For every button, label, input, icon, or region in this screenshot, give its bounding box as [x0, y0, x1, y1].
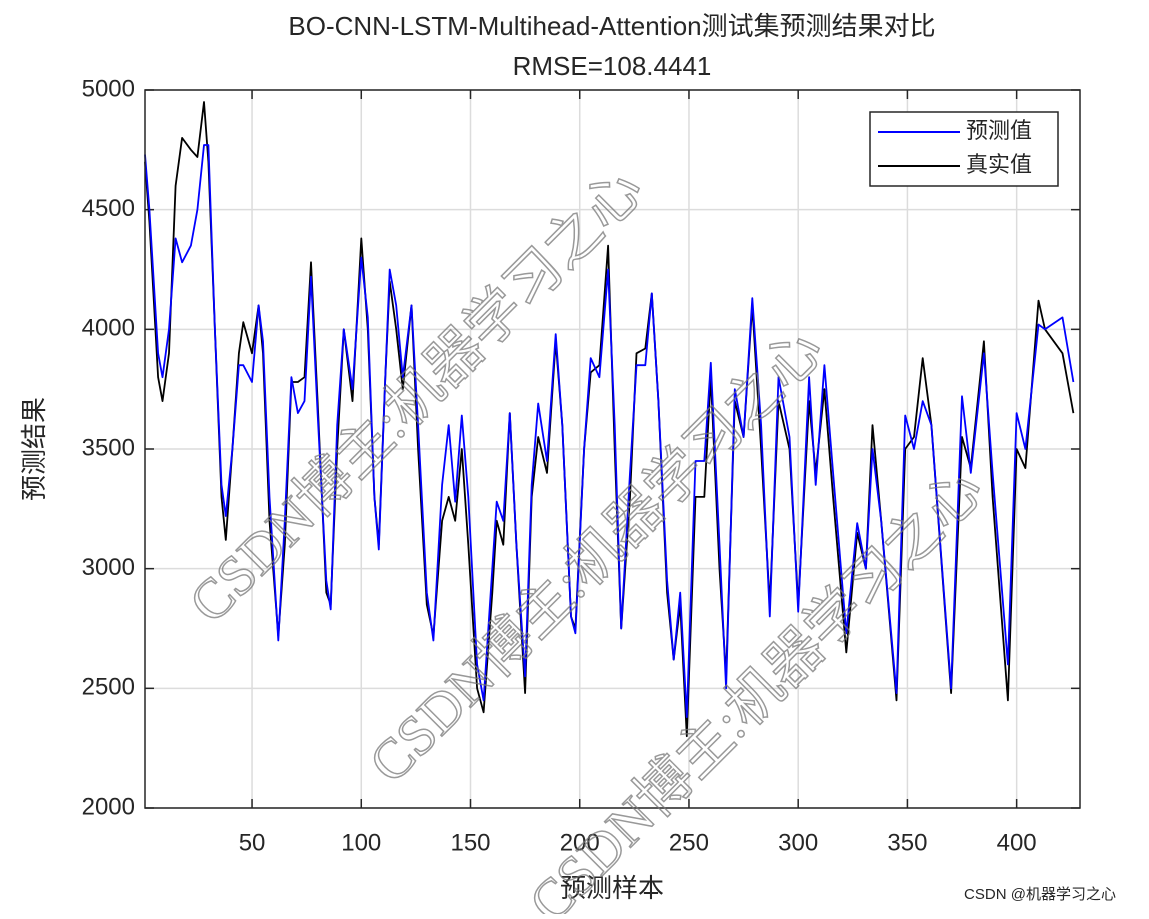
y-tick-label: 2500	[82, 674, 135, 701]
y-tick-label: 5000	[82, 75, 135, 102]
legend-label: 预测值	[966, 118, 1032, 143]
x-tick-label: 50	[239, 829, 266, 856]
x-tick-label: 100	[341, 829, 381, 856]
legend-box	[869, 111, 1059, 187]
y-tick-label: 3500	[82, 434, 135, 461]
x-tick-label: 300	[778, 829, 818, 856]
chart-title: BO-CNN-LSTM-Multihead-Attention测试集预测结果对比	[288, 11, 935, 41]
y-tick-label: 4500	[82, 195, 135, 222]
x-tick-label: 350	[887, 829, 927, 856]
legend-label: 真实值	[966, 152, 1032, 177]
line-series	[144, 144, 1075, 718]
y-tick-label: 2000	[82, 793, 135, 820]
x-tick-label: 400	[997, 829, 1037, 856]
x-tick-label: 250	[669, 829, 709, 856]
x-axis-label: 预测样本	[560, 873, 664, 903]
x-tick-label: 200	[560, 829, 600, 856]
y-axis-label: 预测结果	[19, 397, 49, 501]
y-tick-label: 4000	[82, 315, 135, 342]
footer: CSDN @机器学习之心	[964, 886, 1116, 903]
chart-subtitle: RMSE=108.4441	[513, 51, 712, 81]
y-tick-label: 3000	[82, 554, 135, 581]
axes-box	[144, 89, 1081, 809]
x-tick-label: 150	[450, 829, 490, 856]
